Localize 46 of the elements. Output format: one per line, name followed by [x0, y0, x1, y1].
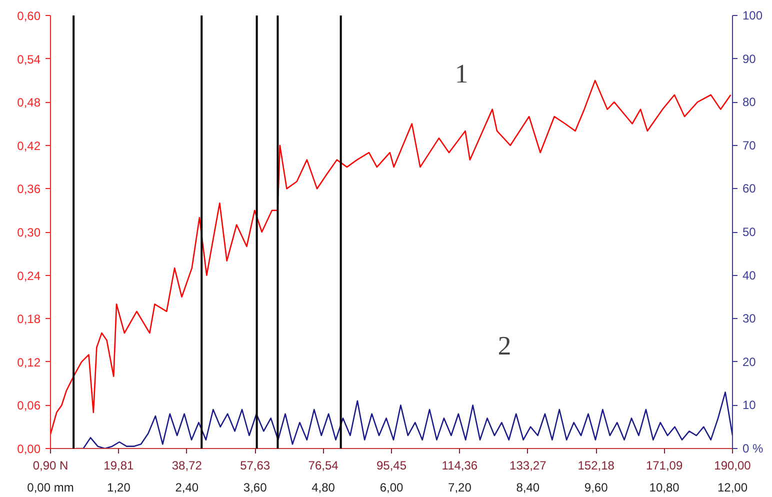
- x2-tick-label: 0,00 mm: [27, 480, 74, 494]
- x2-tick-label: 2,40: [175, 480, 199, 494]
- y2-tick-label: 50: [742, 225, 756, 239]
- y2-tick-label: 10: [742, 398, 756, 412]
- y-tick-label: 0,48: [17, 96, 41, 110]
- y-tick-label: 0,30: [17, 226, 41, 240]
- y-tick-label: 0,06: [17, 398, 41, 413]
- y2-tick-label: 30: [742, 312, 756, 326]
- x-tick-label: 133,27: [510, 458, 547, 472]
- annotation: 2: [498, 330, 512, 360]
- x2-tick-label: 12,00: [717, 480, 748, 494]
- x-tick-label: 114,36: [442, 458, 478, 472]
- y2-tick-label: 60: [742, 182, 756, 196]
- y2-tick-label: 40: [742, 268, 756, 282]
- annotation: 1: [454, 58, 468, 88]
- x2-tick-label: 6,00: [380, 480, 404, 494]
- y2-tick-label: 0 %: [742, 442, 764, 456]
- x2-tick-label: 10,80: [649, 480, 680, 494]
- x-tick-label: 152,18: [578, 458, 615, 472]
- y2-tick-label: 70: [742, 138, 756, 152]
- x2-tick-label: 9,60: [584, 480, 608, 494]
- y-tick-label: 0,00: [17, 442, 41, 456]
- y-tick-label: 0,18: [17, 312, 41, 326]
- x2-tick-label: 3,60: [243, 480, 268, 494]
- x-tick-label: 190,00: [714, 458, 752, 472]
- x2-tick-label: 4,80: [312, 480, 336, 494]
- x-tick-label: 38,72: [172, 458, 202, 472]
- y-tick-label: 0,36: [17, 182, 41, 196]
- y-tick-label: 0,24: [17, 268, 41, 283]
- x2-tick-label: 1,20: [107, 480, 131, 494]
- x-tick-label: 0,90 N: [32, 458, 68, 472]
- x2-tick-label: 8,40: [516, 480, 540, 494]
- y-tick-label: 0,60: [17, 9, 41, 23]
- x2-tick-label: 7,20: [448, 480, 472, 494]
- y2-tick-label: 90: [742, 52, 756, 66]
- x-tick-label: 76,54: [308, 458, 339, 472]
- y2-tick-label: 20: [742, 354, 756, 369]
- x-tick-label: 57,63: [240, 458, 270, 472]
- x-tick-label: 19,81: [104, 458, 134, 472]
- y2-tick-label: 100: [742, 8, 763, 22]
- y-tick-label: 0,12: [17, 355, 41, 370]
- x-tick-label: 171,09: [646, 458, 683, 472]
- y-tick-label: 0,54: [17, 52, 41, 66]
- x-tick-label: 95,45: [376, 458, 407, 472]
- y-tick-label: 0,42: [17, 138, 41, 153]
- y2-tick-label: 80: [742, 95, 756, 110]
